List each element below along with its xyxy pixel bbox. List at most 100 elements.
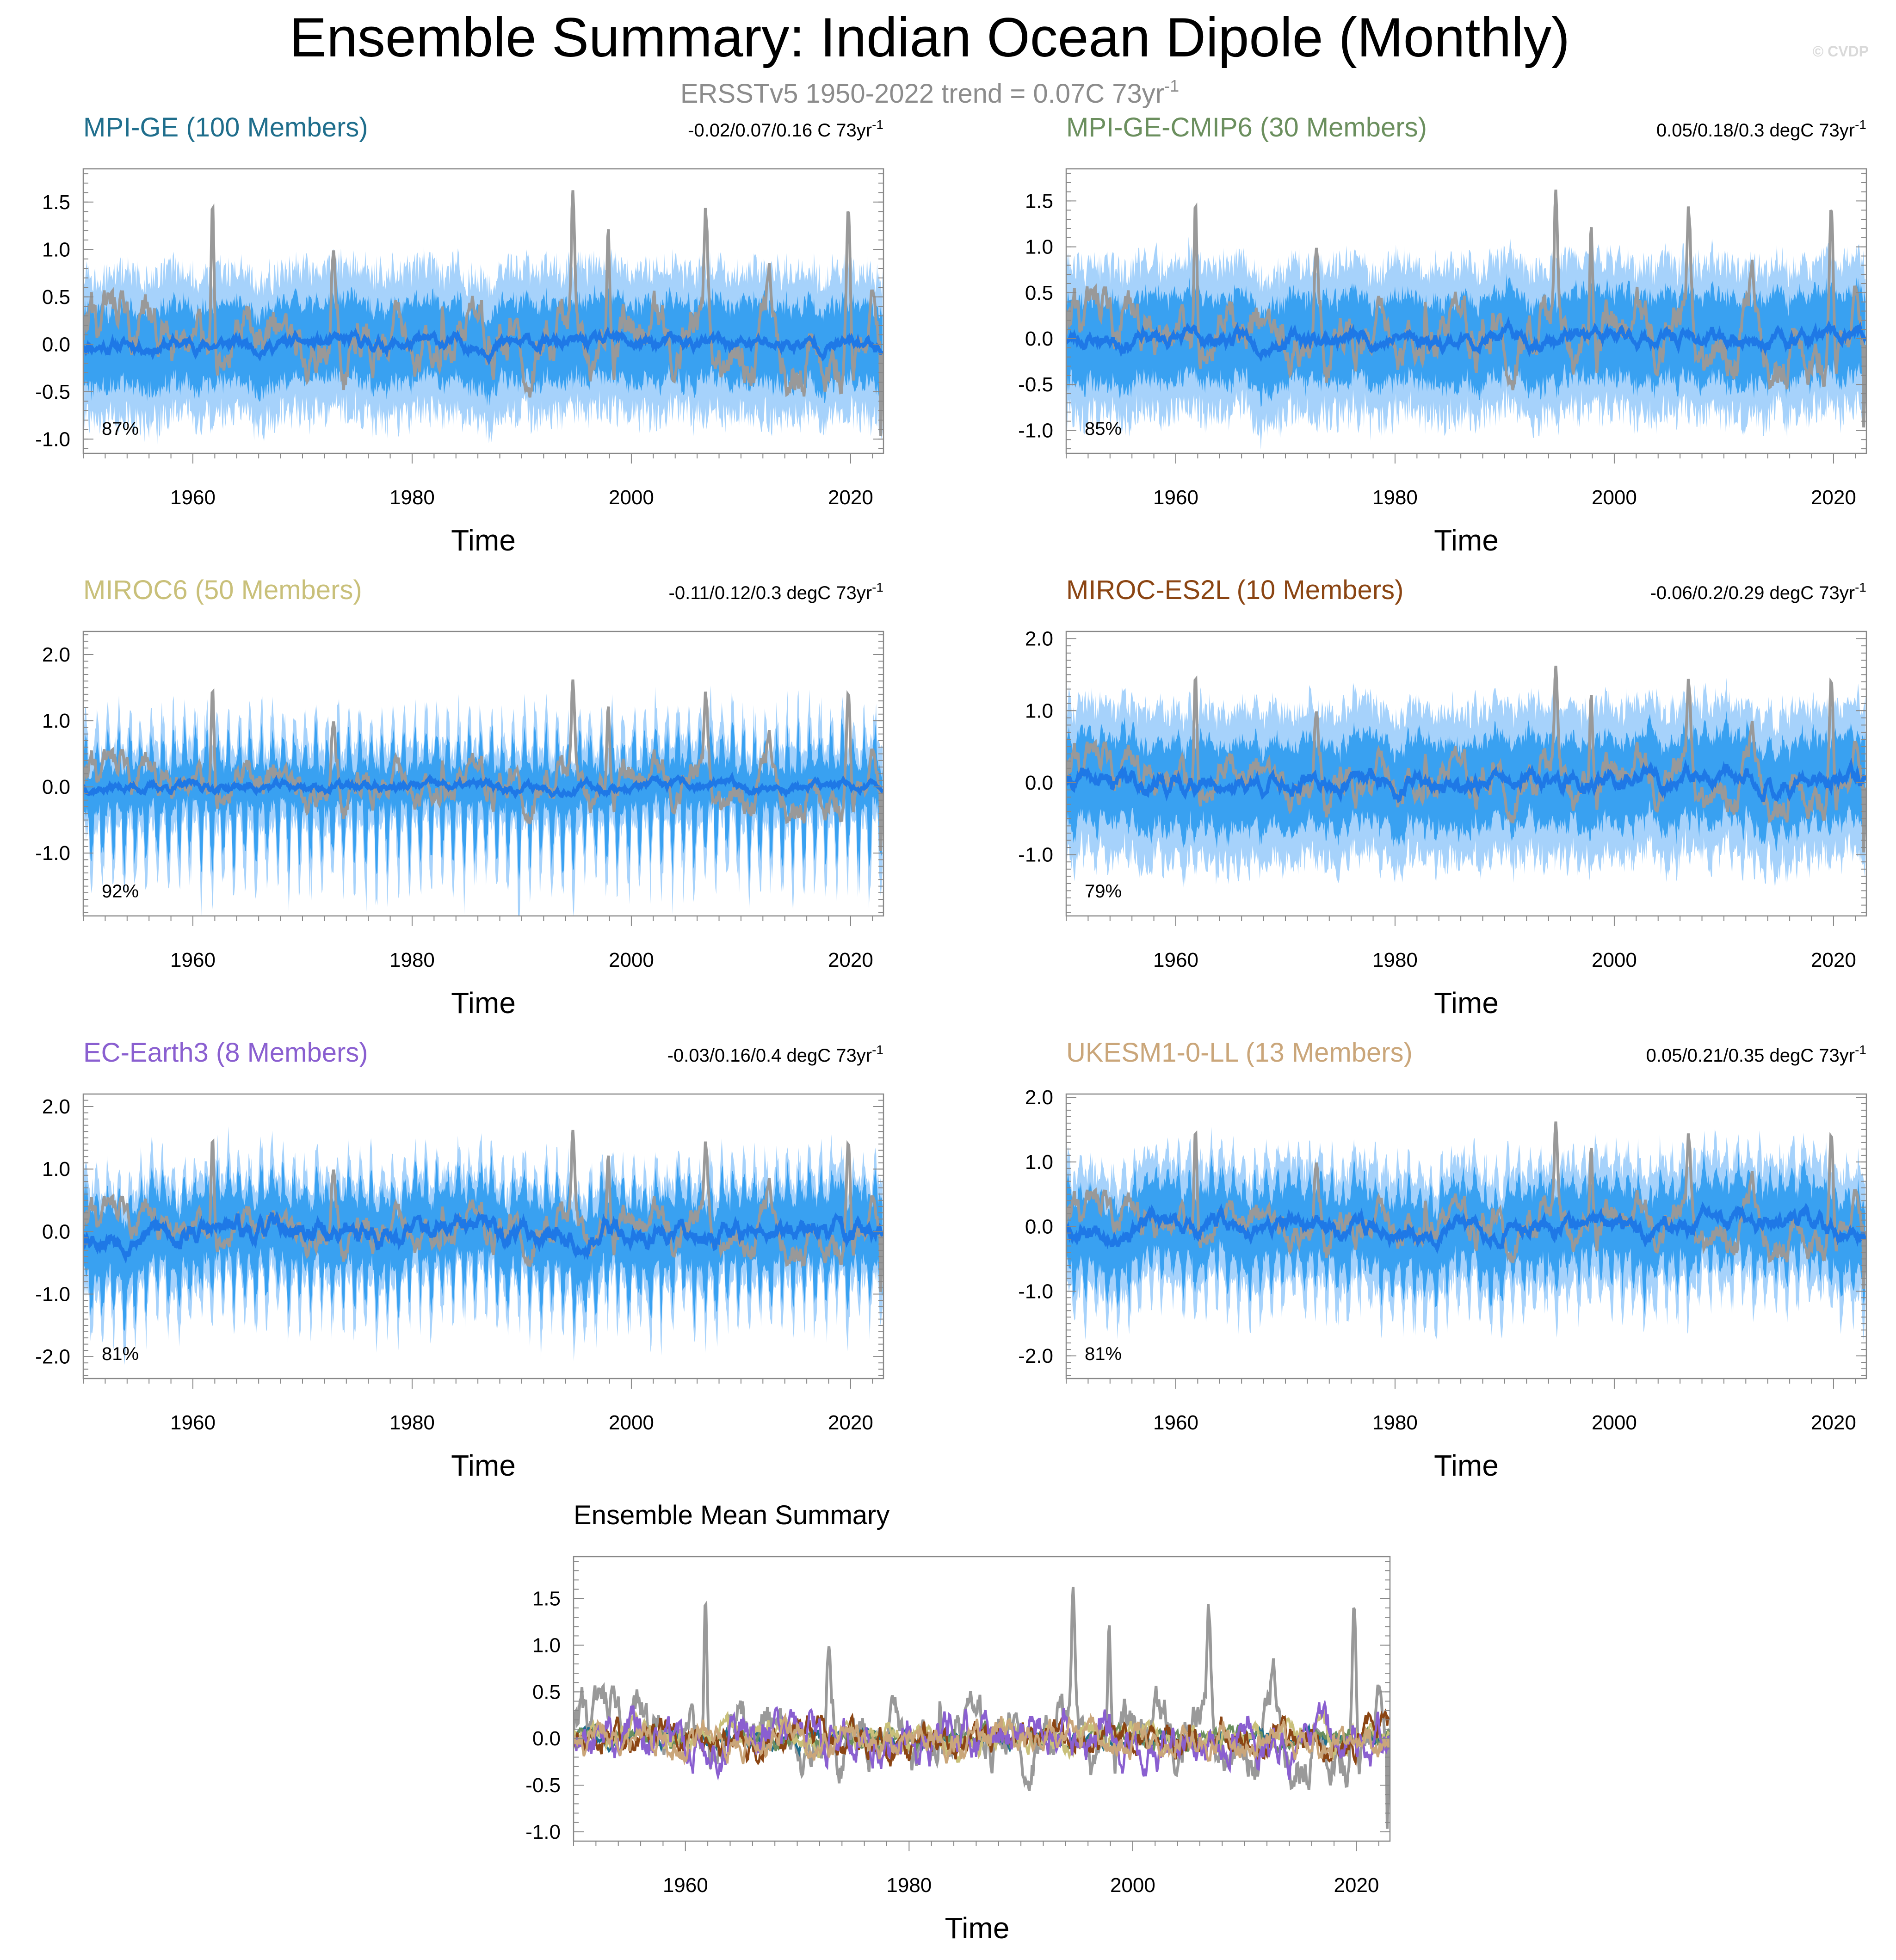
trend-superscript: -1 [1855,1043,1866,1057]
y-tick-label: -1.0 [1018,419,1053,442]
plot-frame [573,1556,1391,1842]
chart-panel-3: MIROC-ES2L (10 Members) -0.06/0.2/0.29 de… [1018,575,1867,1020]
x-tick-label: 2020 [828,486,873,509]
trend-superscript: -1 [872,1043,883,1057]
x-tick-label: 1960 [170,486,216,509]
x-tick-label: 2020 [828,1411,873,1434]
y-tick-label: 0.0 [1025,328,1053,350]
y-tick-label: 0.5 [42,286,70,309]
x-tick-label: 1980 [389,1411,435,1434]
ensemble-interquartile-band [83,1155,883,1337]
x-axis-label: Time [451,524,516,557]
ensemble-interquartile-band [1066,273,1865,407]
y-tick-label: 1.5 [532,1588,561,1610]
trend-superscript: -1 [1855,117,1866,132]
panel-title: MPI-GE (100 Members) [83,112,368,142]
y-tick-label: -1.0 [35,428,70,451]
ensemble-interquartile-band [1066,711,1865,853]
x-axis-label: Time [1434,1449,1499,1482]
plot-frame [82,168,884,454]
trend-text: -0.02/0.07/0.16 C 73yr [688,120,872,141]
x-tick-label: 1980 [389,486,435,509]
x-tick-label: 1980 [1372,949,1418,971]
ensemble-mean-line [1066,316,1866,362]
y-tick-label: 2.0 [42,1095,70,1118]
x-axis-label: Time [945,1911,1010,1945]
ensemble-mean-line [83,772,883,799]
subtitle-superscript: -1 [1164,76,1179,95]
plot-area [1066,1121,1866,1342]
trend-label: 0.05/0.18/0.3 degC 73yr-1 [1656,117,1866,141]
y-tick-label: -0.5 [1018,373,1053,396]
x-axis-label: Time [451,986,516,1020]
plot-area [1066,666,1866,889]
figure-title: Ensemble Summary: Indian Ocean Dipole (M… [290,6,1570,68]
x-tick-label: 1960 [170,1411,216,1434]
y-tick-label: -1.0 [35,1283,70,1306]
trend-label: 0.05/0.21/0.35 degC 73yr-1 [1646,1043,1866,1066]
x-tick-label: 1980 [389,949,435,971]
series-line-3 [574,1709,1390,1763]
x-tick-label: 2000 [1592,949,1637,971]
ensemble-interquartile-band [83,284,883,406]
subtitle-text: ERSSTv5 1950-2022 trend = 0.07C 73yr [680,79,1164,109]
y-tick-label: 1.0 [42,238,70,261]
y-tick-label: 0.0 [1025,772,1053,794]
x-tick-label: 1960 [1153,949,1198,971]
y-tick-label: 0.0 [42,1220,70,1243]
y-tick-label: -1.0 [1018,1280,1053,1303]
plot-frame [1065,1093,1867,1379]
trend-text: -0.06/0.2/0.29 degC 73yr [1650,583,1855,603]
y-tick-label: 1.0 [1025,699,1053,722]
x-tick-label: 1960 [1153,486,1198,509]
trend-label: -0.03/0.16/0.4 degC 73yr-1 [667,1043,883,1066]
x-tick-label: 2000 [1110,1874,1155,1897]
ensemble-mean-line [83,1211,883,1264]
trend-label: -0.11/0.12/0.3 degC 73yr-1 [669,580,883,603]
plot-area [83,190,883,445]
trend-text: -0.11/0.12/0.3 degC 73yr [669,583,872,603]
ensemble-mean-line [1066,757,1866,804]
panel-title: MIROC6 (50 Members) [83,575,362,605]
y-tick-label: 0.0 [1025,1216,1053,1238]
trend-superscript: -1 [872,580,883,594]
x-axis-label: Time [1434,986,1499,1020]
copyright-label: © CVDP [1813,43,1869,60]
y-tick-label: -0.5 [35,381,70,403]
y-tick-label: -1.0 [35,842,70,865]
x-tick-label: 1980 [1372,1411,1418,1434]
x-axis-label: Time [1434,524,1499,557]
plot-area [574,1587,1390,1829]
ensemble-mean-line [83,326,883,365]
y-tick-label: 2.0 [1025,628,1053,650]
y-tick-label: -1.0 [525,1821,561,1843]
y-tick-label: 2.0 [1025,1086,1053,1109]
y-tick-label: 1.5 [1025,190,1053,212]
x-tick-label: 1980 [1372,486,1418,509]
percent-label: 79% [1085,881,1122,902]
series-line-0 [574,1587,1390,1829]
chart-panel-6: Ensemble Mean Summary -1.0 -0.5 0.0 0.5 1.0 1.… [525,1500,1391,1945]
observation-line [1066,666,1866,853]
x-tick-label: 2000 [1592,486,1637,509]
x-tick-label: 2000 [609,949,654,971]
x-tick-label: 2020 [828,949,873,971]
chart-panel-0: MPI-GE (100 Members) -0.02/0.07/0.16 C 73… [35,112,884,557]
panels-group: MPI-GE (100 Members) -0.02/0.07/0.16 C 73… [35,112,1867,1945]
percent-label: 81% [102,1344,139,1364]
y-tick-label: 0.5 [532,1681,561,1703]
chart-panel-4: EC-Earth3 (8 Members) -0.03/0.16/0.4 degC… [35,1038,884,1482]
chart-panel-1: MPI-GE-CMIP6 (30 Members) 0.05/0.18/0.3 d… [1018,112,1867,557]
x-tick-label: 2000 [609,486,654,509]
trend-superscript: -1 [872,117,883,132]
y-tick-label: 1.5 [42,191,70,214]
panel-title: MIROC-ES2L (10 Members) [1066,575,1403,605]
panel-title: EC-Earth3 (8 Members) [83,1038,368,1068]
chart-panel-2: MIROC6 (50 Members) -0.11/0.12/0.3 degC 7… [35,575,884,1020]
observation-line [83,190,883,436]
ensemble-mean-line [1066,1201,1866,1254]
x-tick-label: 2020 [1334,1874,1379,1897]
panel-title: UKESM1-0-LL (13 Members) [1066,1038,1413,1068]
plot-area [83,679,883,916]
